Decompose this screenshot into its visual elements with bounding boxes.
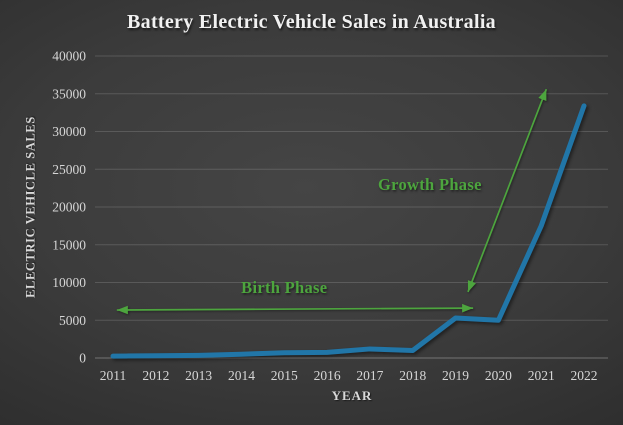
y-tick-label: 15000 [52,237,86,252]
x-tick-label: 2014 [228,368,255,383]
x-tick-label: 2016 [314,368,341,383]
growth-phase-arrow [467,88,548,293]
sales-line [110,103,587,359]
x-tick-label: 2013 [185,368,212,383]
growth-phase-arrow-head [467,280,476,292]
y-tick-label: 40000 [52,49,86,64]
chart-title: Battery Electric Vehicle Sales in Austra… [127,11,496,33]
y-tick-label: 5000 [59,313,86,328]
y-tick-label: 30000 [52,124,86,139]
x-axis-title: YEAR [331,388,373,403]
x-tick-label: 2012 [142,368,169,383]
birth-phase-arrow [116,303,474,315]
growth-phase-arrow-shaft [467,88,548,293]
y-tick-label: 25000 [52,162,86,177]
x-tick-label: 2020 [485,368,512,383]
growth-phase-label: Growth Phase [378,175,482,195]
y-tick-label: 0 [79,351,86,366]
y-tick-label: 35000 [52,86,86,101]
birth-phase-arrow-head [462,303,474,313]
x-tick-label: 2021 [528,368,555,383]
x-tick-label: 2018 [399,368,426,383]
x-tick-label: 2017 [356,368,383,383]
birth-phase-label: Birth Phase [241,277,328,297]
x-tick-label: 2015 [271,368,298,383]
growth-phase-arrow-head [538,89,547,102]
x-tick-label: 2022 [571,368,598,383]
x-tick-label: 2011 [100,368,127,383]
y-tick-label: 10000 [52,275,86,290]
x-tick-label: 2019 [442,368,469,383]
y-tick-label: 20000 [52,200,86,215]
birth-phase-arrow-head [116,305,128,315]
birth-phase-arrow-shaft [116,307,474,311]
